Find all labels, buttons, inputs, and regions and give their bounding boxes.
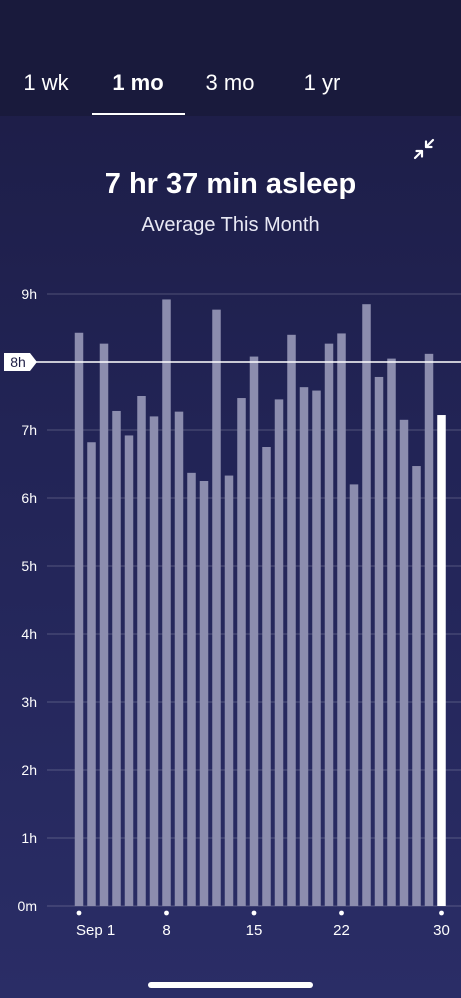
collapse-chart-button[interactable]: [409, 134, 439, 164]
bar[interactable]: [399, 419, 409, 906]
bar[interactable]: [212, 309, 221, 906]
bar[interactable]: [74, 332, 84, 906]
x-tick-dot: [439, 910, 444, 916]
bar[interactable]: [312, 390, 321, 906]
bar[interactable]: [199, 481, 209, 906]
y-tick-label: 6h: [21, 490, 37, 506]
tab-1-year[interactable]: 1 yr: [303, 70, 341, 95]
y-tick-label: 5h: [21, 558, 37, 574]
average-sleep-caption: Average This Month: [141, 214, 320, 236]
bar[interactable]: [324, 343, 334, 906]
x-tick-label: 22: [333, 922, 350, 939]
bar[interactable]: [374, 376, 384, 907]
bar[interactable]: [174, 411, 184, 906]
x-tick-label: 30: [433, 922, 450, 939]
active-tab-indicator: [92, 113, 185, 115]
home-indicator: [148, 982, 313, 988]
y-tick-label: 9h: [21, 286, 37, 302]
bar[interactable]: [99, 343, 109, 906]
bar[interactable]: [112, 410, 121, 906]
x-tick-label: 15: [246, 922, 263, 939]
y-tick-label: 1h: [21, 830, 37, 846]
bar[interactable]: [149, 416, 159, 906]
bar[interactable]: [187, 472, 196, 906]
bar[interactable]: [337, 333, 346, 906]
tab-1-month[interactable]: 1 mo: [112, 70, 164, 95]
bar[interactable]: [249, 356, 259, 906]
bar[interactable]: [387, 358, 396, 907]
x-tick-label: Sep 1: [76, 922, 115, 939]
average-sleep-value: 7 hr 37 min asleep: [104, 168, 357, 200]
bar[interactable]: [262, 447, 271, 906]
bar[interactable]: [362, 304, 371, 906]
tab-1-week[interactable]: 1 wk: [23, 70, 69, 95]
bar[interactable]: [224, 475, 234, 906]
x-tick-dot: [76, 910, 82, 916]
bar[interactable]: [424, 353, 434, 907]
bar[interactable]: [124, 435, 134, 906]
bar[interactable]: [412, 466, 421, 906]
collapse-arrows-icon: [413, 138, 435, 160]
bar[interactable]: [274, 399, 284, 906]
y-tick-label: 3h: [21, 694, 37, 710]
bar[interactable]: [87, 442, 96, 906]
y-tick-label: 4h: [21, 626, 37, 642]
bar[interactable]: [237, 398, 246, 906]
selected-bar[interactable]: [437, 415, 446, 906]
range-tab-bar: 1 wk 1 mo 3 mo 1 yr: [0, 0, 461, 116]
bar[interactable]: [137, 396, 146, 906]
goal-tag: [4, 353, 37, 371]
bar[interactable]: [349, 484, 359, 906]
bar[interactable]: [287, 334, 296, 906]
x-tick-dot: [164, 910, 169, 916]
x-tick-dot: [251, 910, 257, 916]
bar[interactable]: [299, 387, 309, 906]
bar[interactable]: [162, 299, 171, 906]
goal-label: 8h: [10, 354, 26, 370]
tab-3-months[interactable]: 3 mo: [205, 70, 255, 95]
x-tick-label: 8: [162, 922, 170, 939]
y-tick-label: 7h: [21, 422, 37, 438]
x-tick-dot: [339, 910, 344, 916]
y-tick-label: 0m: [18, 898, 37, 914]
y-tick-label: 2h: [21, 762, 37, 778]
